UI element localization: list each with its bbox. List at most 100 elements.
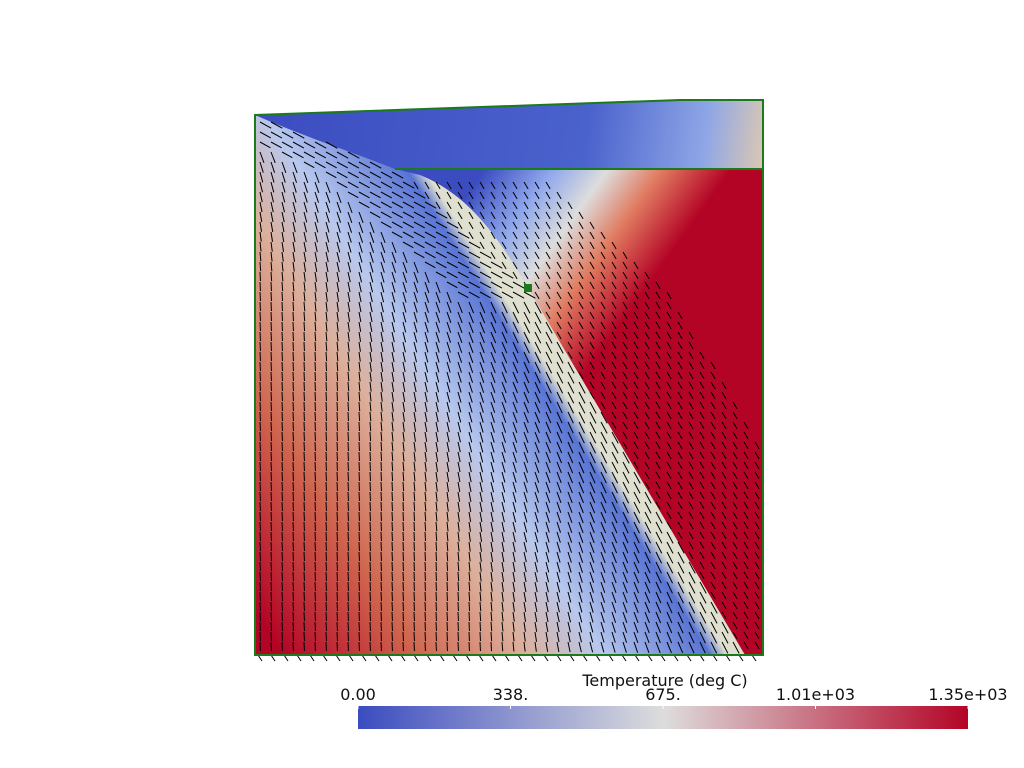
velocity-arrow [424,211,437,219]
velocity-arrow [468,481,472,493]
velocity-arrow [402,301,407,313]
velocity-arrow [545,451,551,464]
velocity-arrow [600,371,606,380]
velocity-arrow [556,241,562,250]
velocity-arrow [710,371,716,380]
velocity-arrow [512,451,517,463]
velocity-arrow [413,381,417,393]
velocity-arrow [578,511,584,524]
velocity-arrow [754,471,760,480]
velocity-arrow [314,291,317,302]
velocity-arrow [556,621,560,633]
velocity-arrow [512,481,517,493]
velocity-arrow [600,241,606,250]
velocity-arrow [567,381,575,394]
velocity-arrow [457,251,470,259]
velocity-arrow [490,301,497,314]
velocity-arrow [501,321,508,334]
velocity-arrow [391,271,396,283]
velocity-arrow [347,291,351,303]
velocity-arrow [688,521,694,530]
velocity-arrow [325,341,328,352]
velocity-arrow [435,401,439,413]
velocity-arrow [600,381,606,390]
velocity-arrow [259,171,264,183]
velocity-arrow [457,231,470,239]
velocity-arrow [512,501,517,513]
velocity-arrow [633,641,639,653]
velocity-arrow [402,471,405,482]
velocity-arrow [391,451,394,462]
velocity-arrow [567,371,575,384]
velocity-arrow [743,541,749,550]
velocity-arrow [556,531,561,543]
velocity-arrow [754,461,760,470]
velocity-arrow [655,601,662,614]
velocity-arrow [622,431,628,440]
velocity-arrow [644,571,651,584]
velocity-arrow [512,491,517,503]
velocity-arrow [556,341,564,354]
velocity-arrow [622,511,629,524]
velocity-arrow [611,251,617,260]
velocity-arrow [501,521,505,533]
velocity-arrow [721,561,727,570]
velocity-arrow [567,591,572,603]
velocity-arrow [545,461,551,474]
velocity-arrow [468,601,471,612]
velocity-arrow [479,391,485,403]
velocity-arrow [424,361,429,373]
velocity-arrow [413,391,417,403]
velocity-arrow [523,371,530,384]
velocity-arrow [721,431,727,440]
velocity-arrow [281,151,293,159]
velocity-arrow [534,421,540,434]
velocity-arrow [468,351,474,363]
velocity-arrow [380,291,385,303]
velocity-arrow [545,491,551,503]
velocity-arrow [699,381,705,390]
velocity-arrow [259,181,263,193]
velocity-arrow [600,621,605,633]
velocity-arrow [644,611,650,624]
velocity-arrow [446,211,452,220]
velocity-arrow [336,321,339,332]
velocity-arrow [512,431,518,443]
velocity-arrow [556,551,561,563]
velocity-arrow [424,511,427,522]
velocity-arrow [699,601,707,614]
velocity-arrow [600,441,608,454]
velocity-arrow [490,361,496,374]
velocity-arrow [666,551,674,564]
velocity-arrow [721,531,727,540]
velocity-arrow [402,311,407,323]
colorbar-tick-label: 675. [645,685,681,704]
velocity-arrow [600,461,607,474]
velocity-arrow [589,341,595,350]
velocity-arrow [578,471,585,484]
velocity-arrow [468,321,474,334]
velocity-arrow [611,631,616,643]
velocity-arrow [666,621,673,634]
velocity-arrows [257,121,760,662]
velocity-arrow [523,531,528,543]
velocity-arrow [380,331,384,343]
velocity-arrow [534,331,542,344]
velocity-arrow [501,281,514,289]
velocity-arrow [688,401,694,410]
velocity-arrow [688,471,694,480]
velocity-arrow [732,561,738,570]
velocity-arrow [567,201,573,210]
velocity-arrow [446,401,451,413]
velocity-arrow [567,351,573,360]
velocity-arrow [622,411,628,420]
velocity-arrow [743,421,749,430]
velocity-arrow [303,261,307,272]
velocity-arrow [567,391,575,404]
velocity-arrow [446,561,449,572]
velocity-arrow [468,521,472,532]
velocity-arrow [633,471,641,484]
velocity-arrow [534,341,542,354]
velocity-arrow [589,221,595,230]
velocity-arrow [523,561,527,573]
